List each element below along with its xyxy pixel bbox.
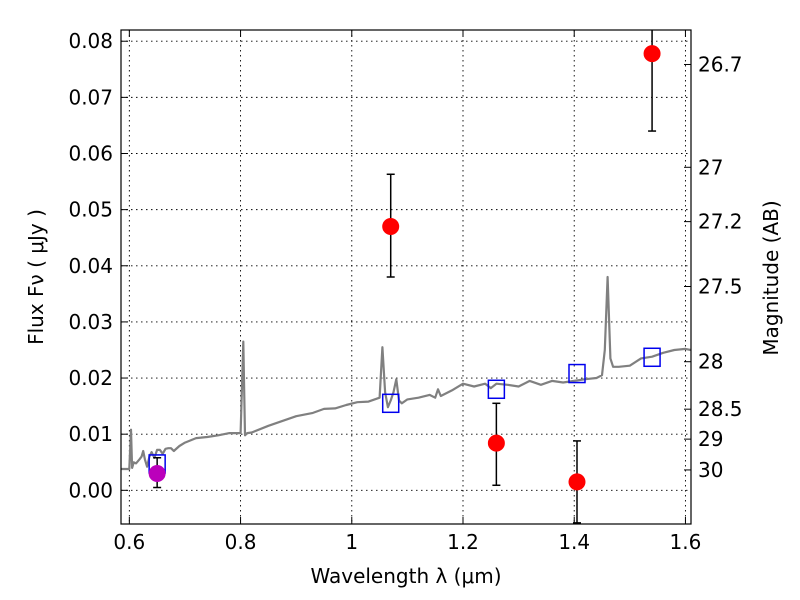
x-axis-label: Wavelength λ (μm) [310, 564, 501, 588]
right-tick-label: 28 [698, 350, 723, 374]
spectrum-series [121, 275, 691, 471]
model-square [487, 379, 506, 400]
y-tick-label: 0.08 [68, 29, 113, 53]
ticks: 0.6 0.8 1 1.2 1.4 1.6 0.00 0.01 0.02 0.03 0.04 0.05… [68, 29, 742, 554]
grid [121, 30, 691, 524]
y-tick-label: 0.00 [68, 478, 113, 502]
y-tick-label: 0.03 [68, 310, 113, 334]
error-bars [153, 30, 657, 524]
y-axis-label: Flux Fν ( μJy ) [24, 209, 48, 345]
right-tick-label: 26.7 [698, 52, 743, 76]
y-tick-label: 0.06 [68, 142, 113, 166]
right-tick-label: 29 [698, 427, 723, 451]
x-tick-label: 1 [345, 530, 358, 554]
model-square [381, 393, 400, 414]
spectrum-line [121, 275, 691, 471]
observed-point [643, 45, 661, 63]
right-tick-label: 27 [698, 155, 723, 179]
x-tick-label: 1.2 [447, 530, 479, 554]
right-axis-label: Magnitude (AB) [759, 200, 783, 355]
y-tick-label: 0.01 [68, 422, 113, 446]
x-tick-label: 0.8 [225, 530, 257, 554]
model-square [568, 363, 586, 384]
observed-point [568, 473, 586, 491]
plot-frame [120, 29, 692, 525]
y-tick-label: 0.04 [68, 254, 113, 278]
y-tick-label: 0.02 [68, 366, 113, 390]
x-tick-label: 1.4 [558, 530, 590, 554]
y-tick-label: 0.07 [68, 85, 113, 109]
model-square [643, 347, 661, 368]
model-squares [148, 347, 661, 474]
observed-point [487, 434, 505, 452]
right-tick-label: 30 [698, 458, 723, 482]
observed-points [148, 45, 661, 491]
observed-point [148, 464, 166, 482]
x-tick-label: 0.6 [113, 530, 145, 554]
observed-point [382, 217, 400, 235]
x-tick-label: 1.6 [670, 530, 702, 554]
right-tick-label: 27.2 [698, 210, 743, 234]
right-tick-label: 28.5 [698, 397, 743, 421]
y-tick-label: 0.05 [68, 198, 113, 222]
right-tick-label: 27.5 [698, 274, 743, 298]
